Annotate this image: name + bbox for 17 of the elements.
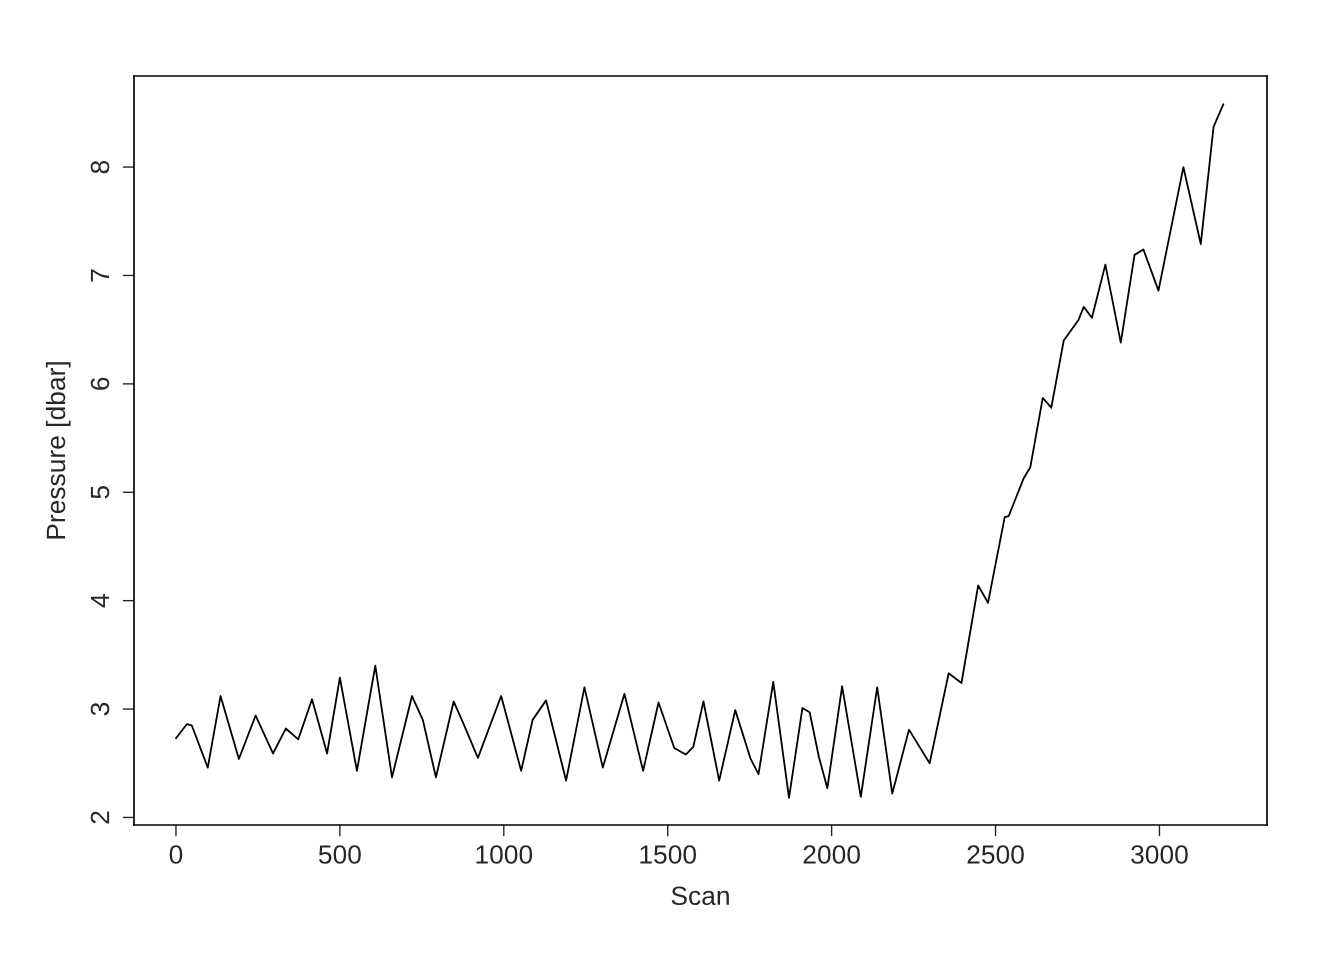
x-tick-label: 500: [318, 845, 361, 864]
y-tick-label: 2: [90, 811, 110, 824]
x-tick-label: 0: [169, 845, 183, 864]
x-tick-label: 2000: [803, 845, 860, 864]
y-tick-label: 4: [90, 594, 110, 608]
y-tick-label: 5: [90, 486, 110, 499]
x-tick-label: 2500: [967, 845, 1024, 864]
x-axis-title: Scan: [671, 886, 729, 906]
y-tick-label: 8: [90, 160, 110, 174]
line-series: [175, 103, 1225, 799]
x-tick-label: 3000: [1131, 845, 1188, 864]
y-tick-label: 3: [90, 702, 110, 716]
y-axis-title: Pressure [dbar]: [45, 362, 71, 539]
y-tick-label: 7: [90, 269, 110, 282]
x-tick-label: 1000: [476, 845, 533, 864]
y-tick-label: 6: [90, 377, 110, 390]
x-tick-label: 1500: [640, 845, 697, 864]
